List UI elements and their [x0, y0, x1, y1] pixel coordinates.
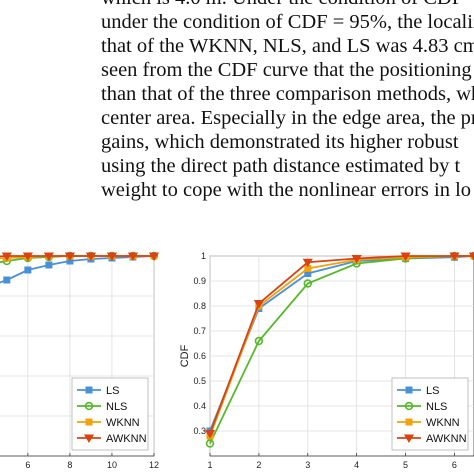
legend-marker-nls [404, 401, 414, 411]
legend-marker-wknn [85, 418, 93, 426]
y-tick-label: 0.5 [193, 376, 206, 386]
x-tick-label: 10 [107, 460, 117, 470]
paragraph-line: seen from the CDF curve that the positio… [101, 59, 472, 81]
data-point-awknn [22, 252, 33, 261]
legend-label-awknn: AWKNN [106, 433, 147, 445]
legend-label-ls: LS [106, 385, 119, 397]
data-point-awknn [148, 252, 160, 261]
x-tick-label: 12 [149, 460, 159, 470]
x-tick-label: 5 [403, 460, 408, 470]
y-tick-label: 0.8 [193, 301, 206, 311]
data-point-awknn [43, 252, 54, 261]
paragraph-line: gains, which demonstrated its higher rob… [101, 131, 459, 153]
x-tick-label: 3 [305, 460, 310, 470]
data-point-awknn [449, 252, 460, 261]
paragraph-line: weight to cope with the nonlinear errors… [101, 179, 472, 201]
x-tick-label: 2 [256, 460, 261, 470]
data-point-awknn [468, 252, 474, 261]
paragraph-line: using the direct path distance estimated… [101, 155, 461, 177]
data-point-awknn [127, 252, 139, 261]
data-point-ls [45, 261, 53, 269]
data-point-nls [254, 336, 264, 346]
paragraph-line: center area. Especially in the edge area… [101, 107, 474, 129]
legend-label-wknn: WKNN [106, 417, 140, 429]
y-axis-label: CDF [179, 344, 191, 367]
legend-marker-wknn [405, 418, 413, 426]
data-point-awknn [85, 252, 97, 261]
paragraph-line: under the condition of CDF = 95%, the lo… [101, 11, 474, 33]
legend-marker-awknn [83, 434, 95, 443]
data-point-nls [205, 439, 215, 448]
cdf-figure: 6 8 10 12 LS NLS WKNN AWKNN 1 2 3 4 5 6 0.3 0.4 0.5 0.6 0.… [0, 250, 474, 474]
x-tick-label: 1 [207, 460, 212, 470]
data-point-ls [3, 276, 11, 284]
data-point-awknn [253, 300, 264, 309]
legend-label-ls: LS [426, 385, 439, 397]
legend-marker-ls [405, 386, 413, 394]
data-point-awknn [400, 252, 411, 261]
legend-label-awknn: AWKNN [426, 433, 467, 445]
data-point-ls [24, 266, 32, 274]
paragraph-line: than that of the three comparison method… [101, 83, 474, 105]
paragraph-line: that of the WKNN, NLS, and LS was 4.83 c… [101, 35, 474, 57]
y-tick-label: 0.3 [193, 426, 206, 436]
legend-label-wknn: WKNN [426, 417, 460, 429]
y-tick-label: 0.6 [193, 351, 206, 361]
legend-marker-awknn [403, 434, 415, 443]
y-tick-label: 0.9 [193, 276, 206, 286]
y-tick-label: 0.4 [193, 401, 206, 411]
paragraph-line: which is 4.0 m. Under the condition of C… [101, 0, 463, 10]
x-tick-label: 6 [452, 460, 457, 470]
data-point-awknn [106, 252, 118, 261]
x-tick-label: 4 [354, 460, 359, 470]
legend-label-nls: NLS [426, 401, 447, 413]
paper-paragraph: which is 4.0 m. Under the condition of C… [101, 0, 474, 201]
y-tick-label: 0.7 [193, 326, 206, 336]
data-point-awknn [1, 252, 12, 261]
data-point-awknn [204, 430, 216, 439]
data-point-awknn [351, 255, 362, 264]
data-point-nls [303, 279, 312, 288]
x-tick-label: 8 [67, 460, 72, 470]
legend-marker-ls [85, 386, 93, 394]
data-point-awknn [64, 252, 75, 261]
y-tick-label: 1 [201, 251, 206, 261]
legend-marker-nls [84, 401, 94, 411]
x-tick-label: 6 [25, 460, 30, 470]
data-point-awknn [302, 258, 313, 268]
legend-label-nls: NLS [106, 401, 127, 413]
